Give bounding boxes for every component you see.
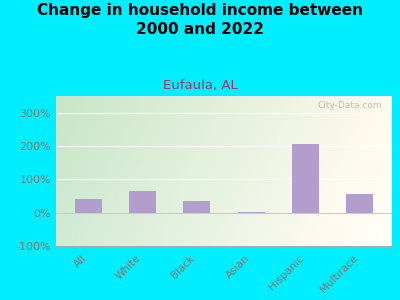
Bar [75,199,102,213]
Text: Change in household income between
2000 and 2022: Change in household income between 2000 … [37,3,363,37]
Text: City-Data.com: City-Data.com [317,100,382,109]
Bar [346,194,373,213]
Text: Eufaula, AL: Eufaula, AL [163,80,237,92]
Bar [238,212,265,213]
Bar [183,201,210,213]
Bar [292,144,319,213]
Bar [129,191,156,213]
